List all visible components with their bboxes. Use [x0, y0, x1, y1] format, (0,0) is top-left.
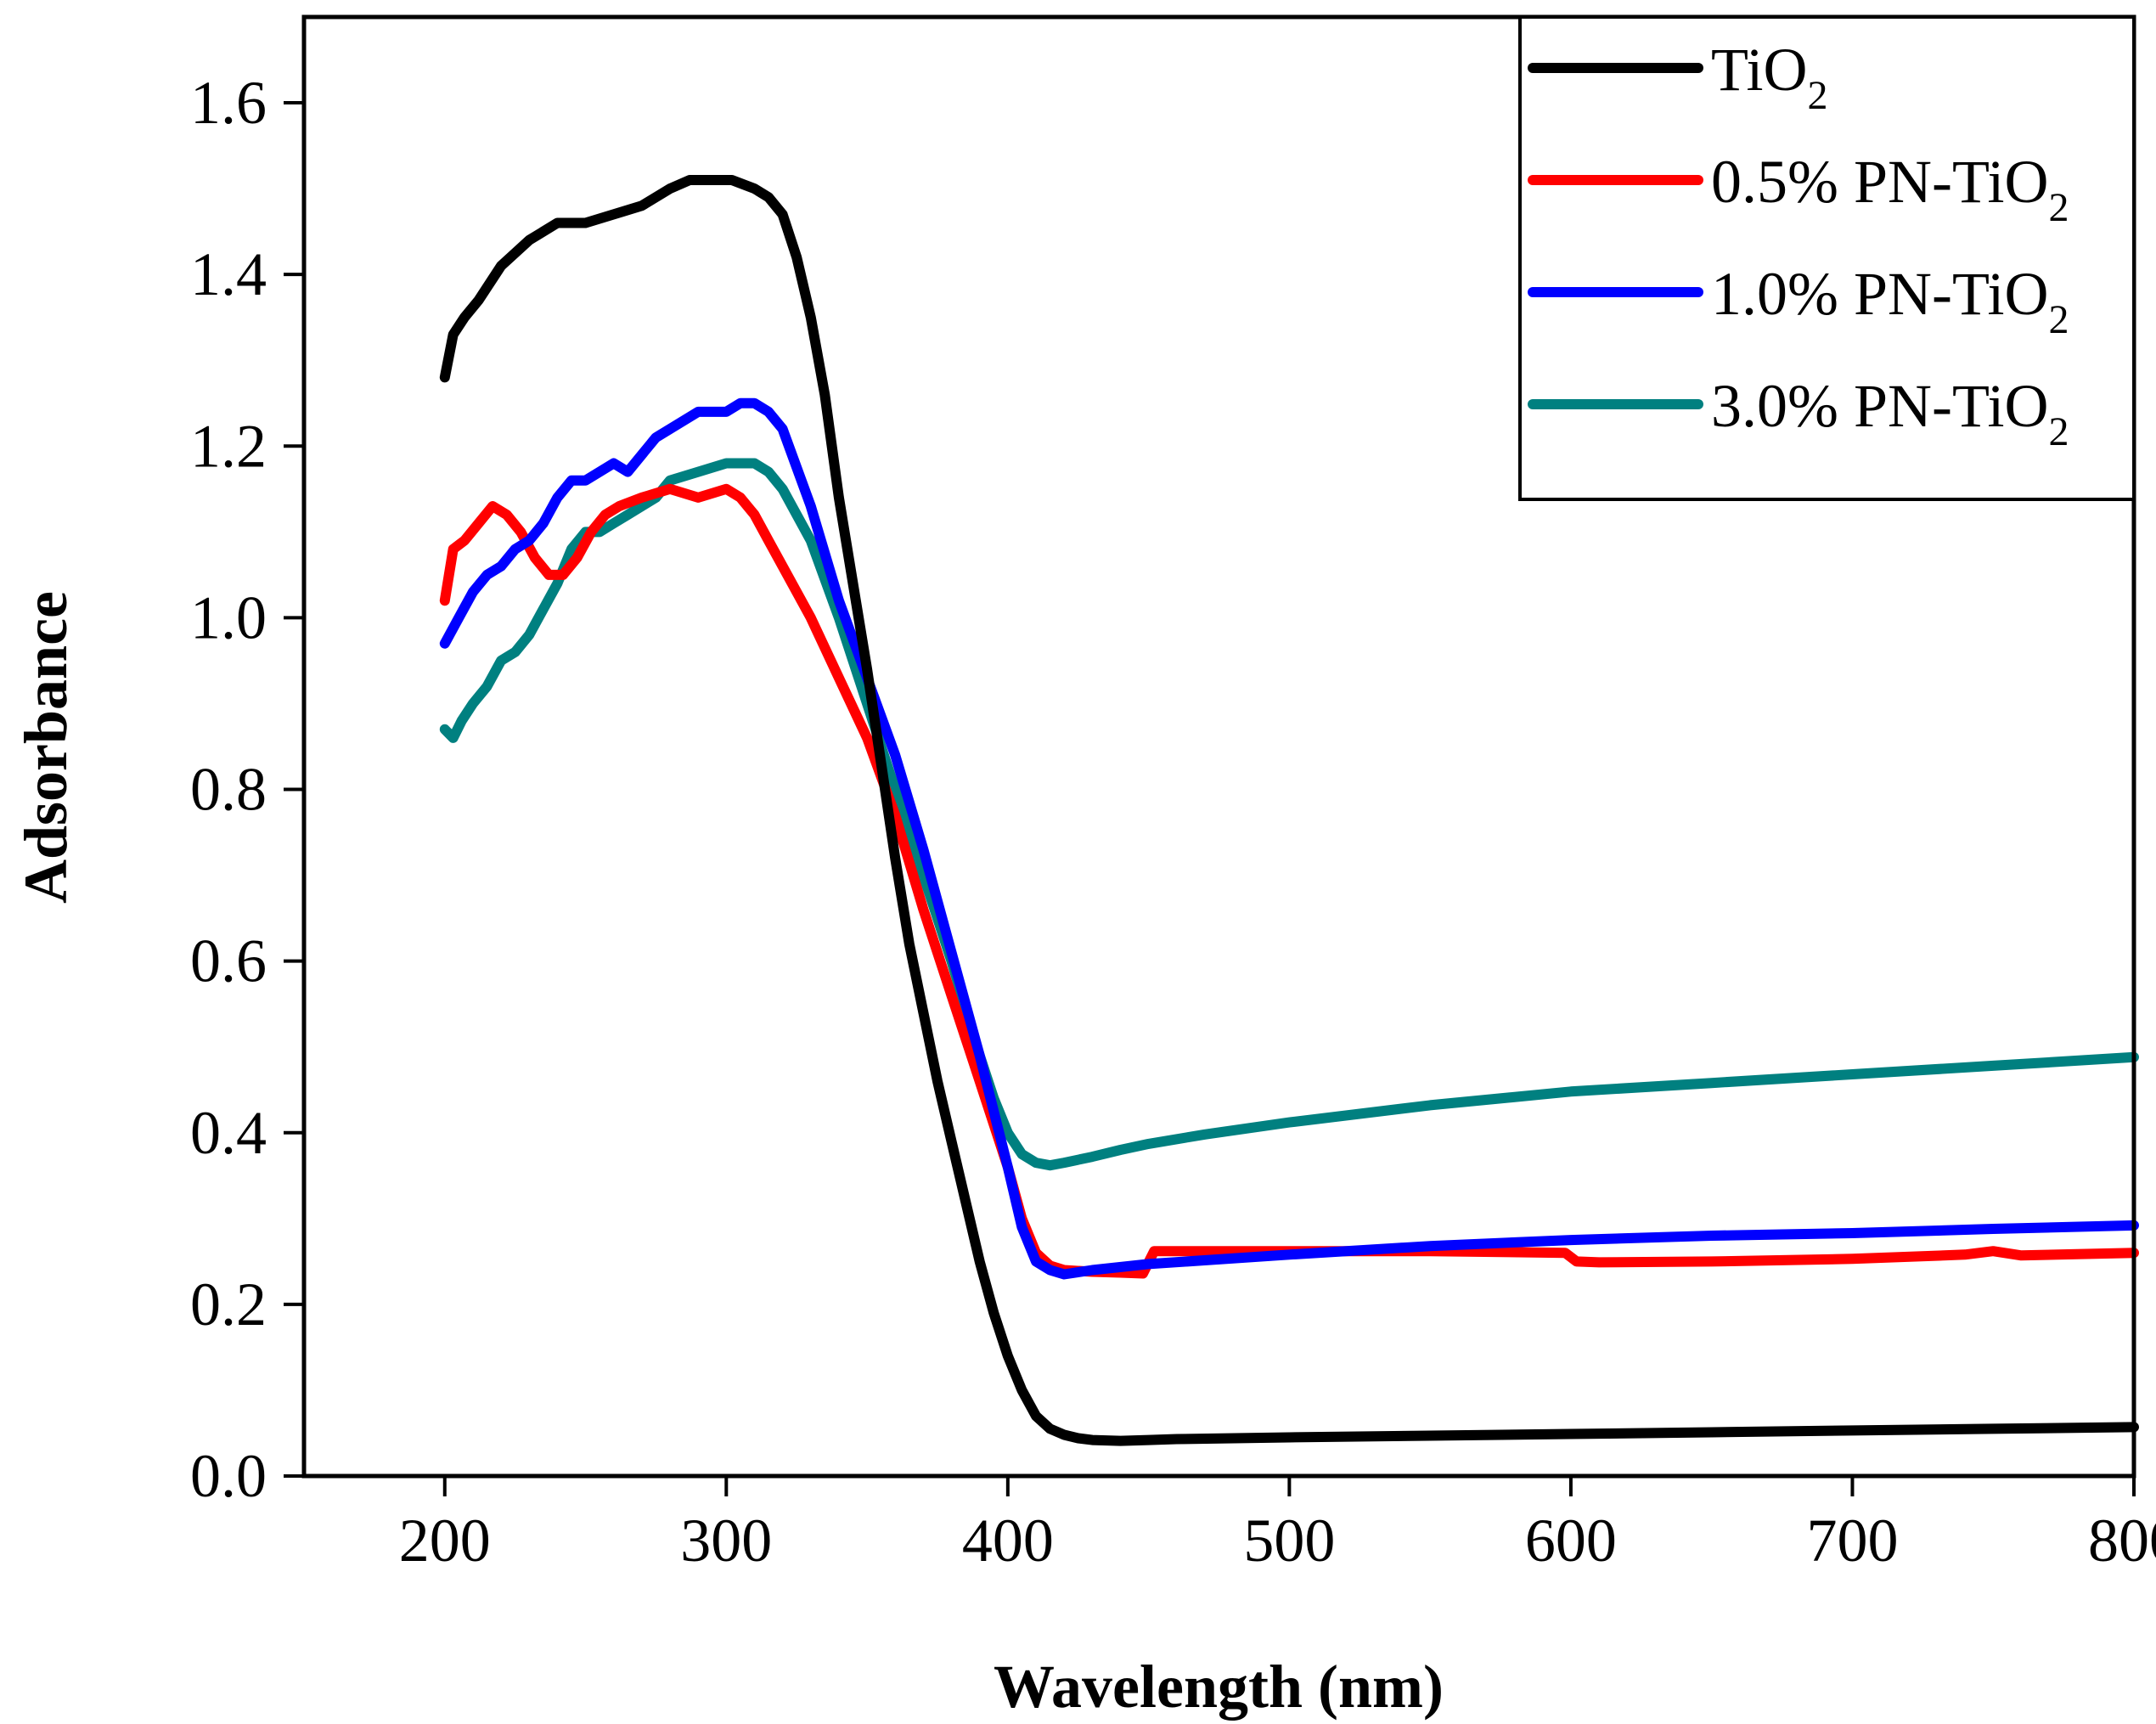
plot-frame [301, 14, 2136, 1479]
legend-label: 3.0% PN-TiO2 [1711, 372, 2069, 454]
axis-layer: 200 300 400 500 600 700 800 0.0 0.2 0.4 0.6 0.8 1.0 1… [190, 69, 2156, 1575]
x-tick-label: 800 [2088, 1507, 2156, 1575]
x-tick-label: 200 [399, 1507, 491, 1575]
x-tick-label: 400 [962, 1507, 1054, 1575]
x-tick-label: 700 [1806, 1507, 1898, 1575]
x-tick-label: 300 [680, 1507, 772, 1575]
legend: TiO2 0.5% PN-TiO2 1.0% PN-TiO2 3.0% PN-TiO2 [1518, 15, 2136, 501]
series-line-4 [439, 458, 2139, 1171]
x-axis-title: Wavelength (nm) [994, 1653, 1444, 1721]
y-tick-label: 0.8 [190, 756, 267, 824]
legend-label: 1.0% PN-TiO2 [1711, 260, 2069, 342]
series-layer [439, 175, 2139, 1446]
y-tick-label: 0.4 [190, 1099, 267, 1167]
legend-label: TiO2 [1711, 36, 1827, 118]
y-tick-label: 0.2 [190, 1270, 267, 1338]
y-tick-label: 1.0 [190, 583, 267, 651]
y-tick-label: 0.0 [190, 1442, 267, 1510]
x-tick-label: 500 [1243, 1507, 1335, 1575]
y-tick-label: 1.4 [190, 240, 267, 308]
legend-box [1518, 15, 2136, 501]
series-line-1 [439, 175, 2139, 1446]
x-tick-label: 600 [1525, 1507, 1617, 1575]
series-line-3 [439, 397, 2139, 1280]
y-tick-label: 1.2 [190, 412, 267, 480]
y-axis-title: Adsorbance [12, 591, 80, 904]
y-tick-label: 1.6 [190, 69, 267, 137]
y-tick-label: 0.6 [190, 927, 267, 995]
legend-label: 0.5% PN-TiO2 [1711, 148, 2069, 230]
